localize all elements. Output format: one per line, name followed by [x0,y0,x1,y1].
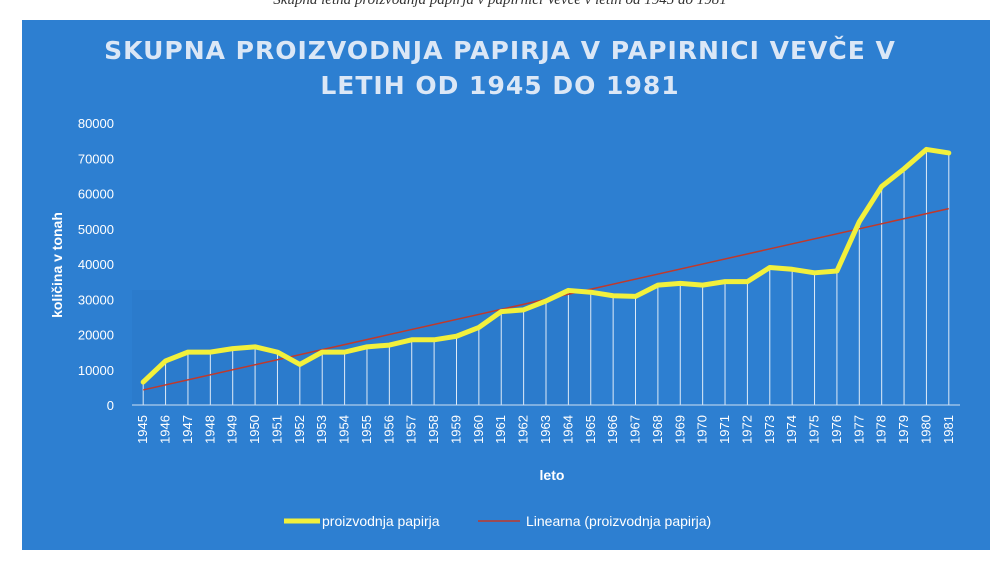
legend-label-production: proizvodnja papirja [322,513,440,529]
data-point [701,283,705,287]
data-point [275,350,279,354]
data-point [387,343,391,347]
data-point [343,350,347,354]
x-tick-label: 1956 [381,415,396,444]
y-tick-label: 60000 [78,187,114,202]
x-tick-label: 1965 [583,415,598,444]
x-tick-label: 1962 [516,415,531,444]
x-tick-label: 1957 [404,415,419,444]
x-tick-label: 1976 [829,415,844,444]
x-tick-label: 1953 [314,415,329,444]
x-tick-label: 1980 [918,415,933,444]
data-point [365,345,369,349]
data-point [499,310,503,314]
data-point [768,266,772,270]
x-tick-label: 1946 [158,415,173,444]
chart-title-line-1: SKUPNA PROIZVODNJA PAPIRJA V PAPIRNICI V… [104,35,896,65]
legend: proizvodnja papirja Linearna (proizvodnj… [284,513,711,529]
x-tick-label: 1954 [337,415,352,444]
data-point [231,347,235,351]
x-tick-label: 1960 [471,415,486,444]
x-axis-ticks: 1945 1946 1947 1948 1949 1950 1951 1952 1953 1954… [135,415,956,444]
data-point [298,362,302,366]
x-tick-label: 1971 [717,415,732,444]
x-tick-label: 1951 [269,415,284,444]
y-tick-label: 10000 [78,363,114,378]
x-tick-label: 1952 [292,415,307,444]
x-tick-label: 1967 [628,415,643,444]
data-point [634,294,638,298]
x-tick-label: 1963 [538,415,553,444]
data-point [835,269,839,273]
x-tick-label: 1948 [202,415,217,444]
x-tick-label: 1958 [426,415,441,444]
x-tick-label: 1970 [695,415,710,444]
data-point [947,151,951,155]
x-tick-label: 1969 [672,415,687,444]
data-point [522,308,526,312]
data-point [253,345,257,349]
data-point [432,338,436,342]
series-group [140,146,952,385]
data-point [566,288,570,292]
data-point [678,281,682,285]
drop-lines [142,149,950,405]
chart: SKUPNA PROIZVODNJA PAPIRJA V PAPIRNICI V… [22,20,990,550]
y-axis-title: količina v tonah [49,212,65,318]
data-point [454,334,458,338]
x-tick-label: 1977 [851,415,866,444]
x-tick-label: 1959 [448,415,463,444]
data-point [141,380,145,384]
x-tick-label: 1968 [650,415,665,444]
data-point [164,359,168,363]
data-point [611,294,615,298]
x-tick-label: 1961 [493,415,508,444]
data-point [589,290,593,294]
x-tick-label: 1974 [784,415,799,444]
x-tick-label: 1950 [247,415,262,444]
y-tick-label: 30000 [78,292,114,307]
x-axis-title: leto [540,467,565,483]
data-point [924,147,928,151]
data-point [544,299,548,303]
data-point [656,283,660,287]
x-tick-label: 1978 [874,415,889,444]
data-point [208,350,212,354]
data-point [790,267,794,271]
y-tick-label: 0 [107,398,114,413]
x-tick-label: 1947 [180,415,195,444]
data-point [902,167,906,171]
y-tick-label: 50000 [78,222,114,237]
y-tick-label: 70000 [78,151,114,166]
chart-title-line-2: LETIH OD 1945 DO 1981 [320,71,679,100]
x-tick-label: 1966 [605,415,620,444]
data-point [477,325,481,329]
chart-background [22,20,990,550]
page-caption: Skupna letna proizvodnja papirja v papir… [273,0,727,8]
data-point [320,350,324,354]
x-tick-label: 1973 [762,415,777,444]
x-tick-label: 1949 [225,415,240,444]
x-tick-label: 1972 [739,415,754,444]
x-tick-label: 1979 [896,415,911,444]
data-point [857,220,861,224]
y-tick-label: 80000 [78,116,114,131]
y-tick-label: 40000 [78,257,114,272]
x-tick-label: 1955 [359,415,374,444]
data-point [745,280,749,284]
x-tick-label: 1975 [807,415,822,444]
y-tick-label: 20000 [78,328,114,343]
data-point [410,338,414,342]
data-point [813,271,817,275]
data-point [880,184,884,188]
y-axis-ticks: 0 10000 20000 30000 40000 50000 60000 70000 8000… [78,116,114,413]
data-point [186,350,190,354]
x-tick-label: 1981 [941,415,956,444]
data-point [723,280,727,284]
chart-panel: SKUPNA PROIZVODNJA PAPIRJA V PAPIRNICI V… [22,20,990,550]
legend-label-trend: Linearna (proizvodnja papirja) [526,513,711,529]
x-tick-label: 1945 [135,415,150,444]
x-tick-label: 1964 [560,415,575,444]
